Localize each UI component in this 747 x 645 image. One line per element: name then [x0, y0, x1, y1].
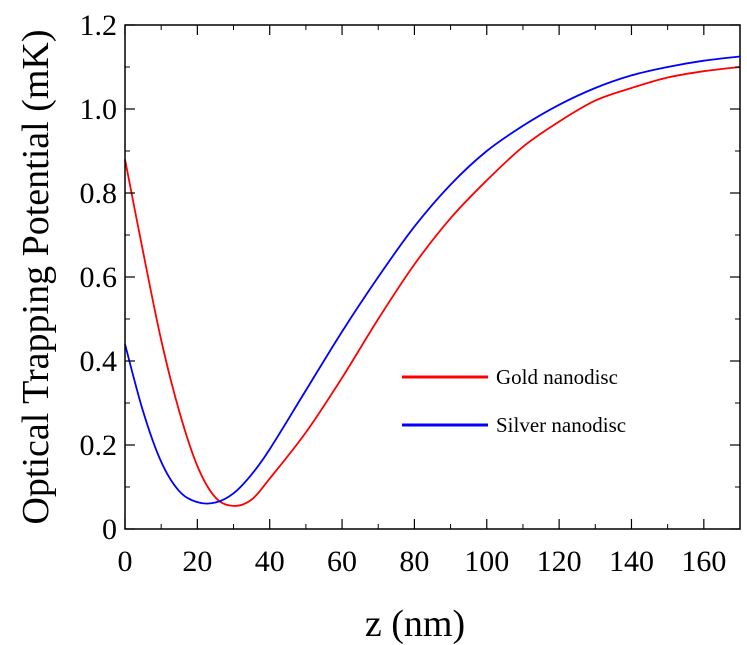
- y-tick-label: 0.6: [80, 261, 118, 294]
- legend-label-silver: Silver nanodisc: [496, 413, 626, 437]
- x-tick-label: 120: [537, 545, 582, 578]
- x-tick-label: 160: [681, 545, 726, 578]
- x-tick-label: 80: [399, 545, 429, 578]
- y-tick-label: 1.2: [80, 9, 118, 42]
- x-axis-title: z (nm): [365, 603, 465, 645]
- y-tick-label: 0.8: [80, 177, 118, 210]
- y-tick-label: 0.4: [80, 345, 118, 378]
- series-line-gold: [124, 66, 741, 507]
- x-tick-label: 20: [182, 545, 212, 578]
- y-tick-label: 0.2: [80, 429, 118, 462]
- x-tick-label: 0: [118, 545, 133, 578]
- x-tick-label: 60: [327, 545, 357, 578]
- y-axis-title: Optical Trapping Potential (mK): [15, 29, 57, 524]
- series-line-silver: [124, 55, 741, 505]
- plot-frame: [124, 24, 741, 530]
- x-tick-label: 100: [464, 545, 509, 578]
- x-tick-label: 40: [255, 545, 285, 578]
- y-tick-label: 0: [102, 513, 117, 546]
- legend: Gold nanodisc Silver nanodisc: [402, 365, 626, 437]
- y-tick-label: 1.0: [80, 93, 118, 126]
- x-tick-label: 140: [609, 545, 654, 578]
- legend-label-gold: Gold nanodisc: [496, 365, 618, 389]
